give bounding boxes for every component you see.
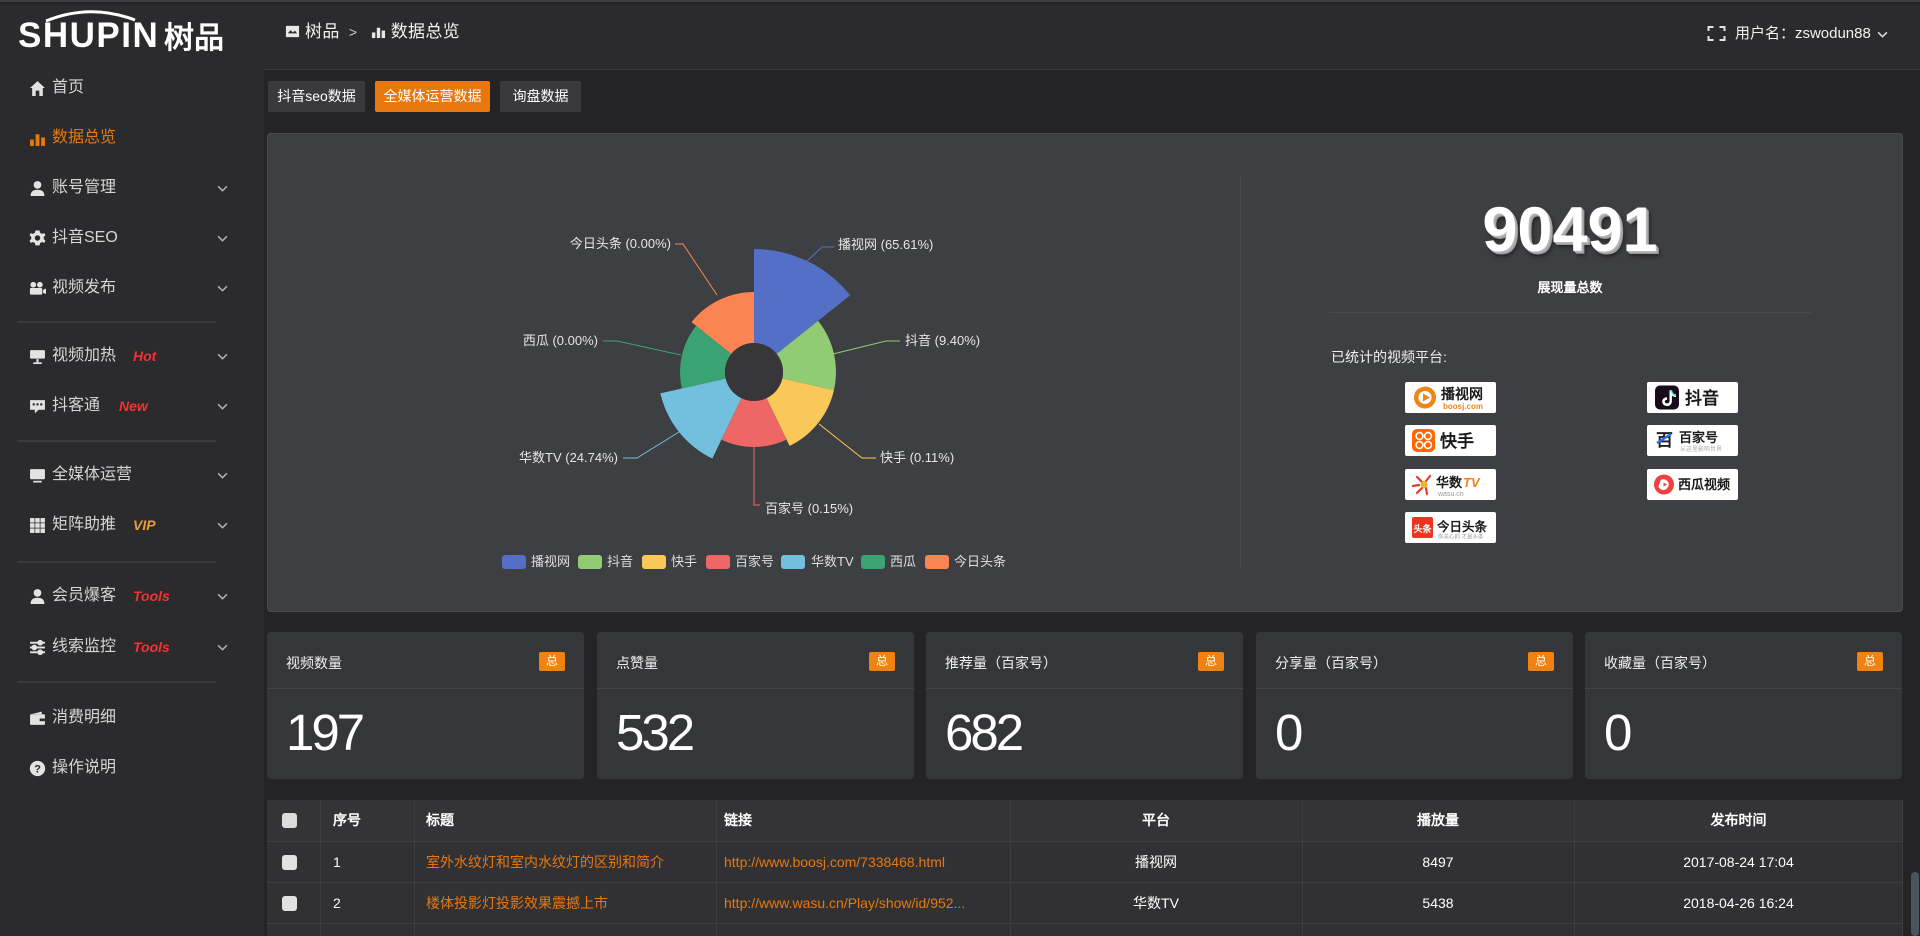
- svg-text:播视网: 播视网: [1441, 386, 1483, 402]
- svg-text:快手: 快手: [671, 554, 697, 569]
- svg-text:播视网 (65.61%): 播视网 (65.61%): [838, 237, 933, 252]
- svg-text:抖音 (9.40%): 抖音 (9.40%): [905, 333, 980, 348]
- svg-text:头条: 头条: [1413, 523, 1432, 534]
- svg-text:SHUPIN: SHUPIN: [18, 16, 159, 55]
- svg-text:?: ?: [34, 763, 41, 775]
- svg-text:百家号 (0.15%): 百家号 (0.15%): [765, 501, 853, 516]
- svg-text:华数TV (24.74%): 华数TV (24.74%): [519, 450, 618, 465]
- svg-text:华数: 华数: [1436, 475, 1463, 490]
- svg-text:西瓜: 西瓜: [890, 554, 916, 569]
- svg-text:西瓜 (0.00%): 西瓜 (0.00%): [523, 333, 598, 348]
- svg-text:你关心的 才是头条: 你关心的 才是头条: [1438, 533, 1484, 541]
- svg-text:抖音: 抖音: [607, 554, 633, 569]
- svg-text:西瓜视频: 西瓜视频: [1678, 477, 1730, 492]
- svg-text:TV: TV: [1463, 475, 1481, 490]
- svg-text:百家号: 百家号: [735, 554, 774, 569]
- svg-text:wasu.cn: wasu.cn: [1437, 491, 1464, 498]
- svg-text:今日头条 (0.00%): 今日头条 (0.00%): [570, 236, 671, 251]
- svg-text:百家号: 百家号: [1679, 430, 1718, 445]
- svg-text:boosj.com: boosj.com: [1443, 402, 1483, 411]
- svg-text:从这里影响世界: 从这里影响世界: [1680, 445, 1722, 453]
- svg-text:树品: 树品: [164, 22, 224, 55]
- svg-text:华数TV: 华数TV: [811, 554, 854, 569]
- svg-text:抖音: 抖音: [1685, 388, 1719, 408]
- svg-text:今日头条: 今日头条: [954, 554, 1006, 569]
- svg-text:今日头条: 今日头条: [1436, 519, 1488, 534]
- svg-text:快手: 快手: [1440, 431, 1474, 451]
- svg-text:播视网: 播视网: [531, 554, 570, 569]
- svg-text:快手 (0.11%): 快手 (0.11%): [880, 450, 954, 465]
